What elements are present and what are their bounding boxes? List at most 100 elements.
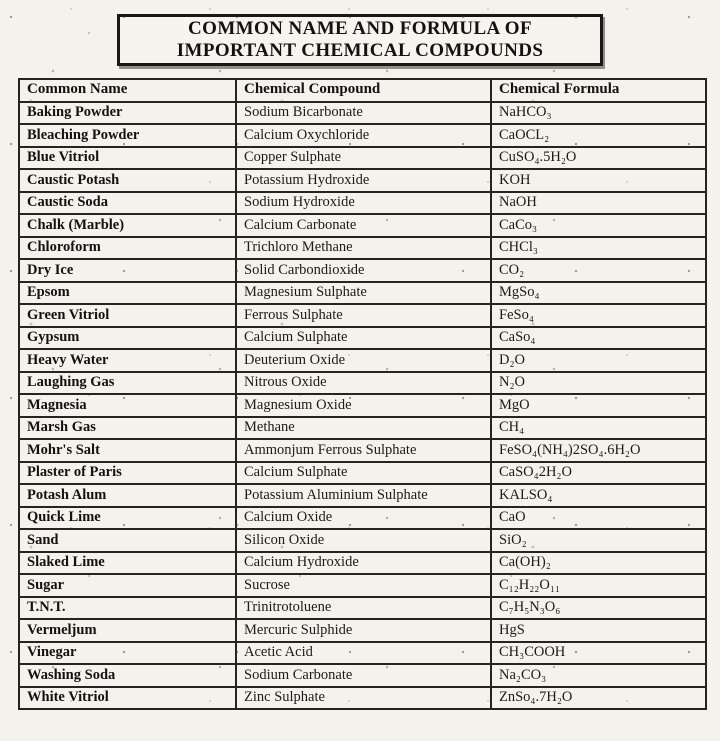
common-name-cell: Sand xyxy=(18,528,237,553)
header-chemical-compound: Chemical Compound xyxy=(235,78,492,103)
table-row: Chalk (Marble) Calcium Carbonate CaCo₃ xyxy=(18,213,707,238)
table-row: Green Vitriol Ferrous Sulphate FeSo₄ xyxy=(18,303,707,328)
chemical-compound-cell: Trinitrotoluene xyxy=(235,595,492,620)
table-row: Caustic Potash Potassium Hydroxide KOH xyxy=(18,168,707,193)
chemical-compound-cell: Calcium Oxychloride xyxy=(235,123,492,148)
chemical-formula-cell: KALSO₄ xyxy=(490,483,707,508)
chemical-compound-cell: Ferrous Sulphate xyxy=(235,303,492,328)
chemical-formula-cell: CH₄ xyxy=(490,415,707,440)
chemical-compound-cell: Calcium Carbonate xyxy=(235,213,492,238)
chemical-formula-cell: CaO xyxy=(490,505,707,530)
table-row: Plaster of Paris Calcium Sulphate CaSO₄2… xyxy=(18,460,707,485)
common-name-cell: Green Vitriol xyxy=(18,303,237,328)
chemical-compound-cell: Trichloro Methane xyxy=(235,235,492,260)
common-name-cell: Mohr's Salt xyxy=(18,438,237,463)
table-row: Bleaching Powder Calcium Oxychloride CaO… xyxy=(18,123,707,148)
chemical-formula-cell: CaSo₄ xyxy=(490,325,707,350)
common-name-cell: Potash Alum xyxy=(18,483,237,508)
table-body: Baking Powder Sodium Bicarbonate NaHCO₃ … xyxy=(18,100,707,710)
chemical-compound-cell: Ammonjum Ferrous Sulphate xyxy=(235,438,492,463)
table-row: Vinegar Acetic Acid CH₃COOH xyxy=(18,640,707,665)
table-row: Washing Soda Sodium Carbonate Na₂CO₃ xyxy=(18,663,707,688)
common-name-cell: Washing Soda xyxy=(18,663,237,688)
chemical-compound-cell: Magnesium Sulphate xyxy=(235,280,492,305)
common-name-cell: Vinegar xyxy=(18,640,237,665)
common-name-cell: Chloroform xyxy=(18,235,237,260)
chemical-compound-cell: Zinc Sulphate xyxy=(235,685,492,710)
chemical-compound-cell: Calcium Sulphate xyxy=(235,325,492,350)
chemical-formula-cell: D₂O xyxy=(490,348,707,373)
chemical-formula-cell: CO₂ xyxy=(490,258,707,283)
chemical-compound-cell: Calcium Sulphate xyxy=(235,460,492,485)
common-name-cell: White Vitriol xyxy=(18,685,237,710)
table-row: White Vitriol Zinc Sulphate ZnSo₄.7H₂O xyxy=(18,685,707,710)
common-name-cell: Vermeljum xyxy=(18,618,237,643)
table-row: Epsom Magnesium Sulphate MgSo₄ xyxy=(18,280,707,305)
chemical-formula-cell: MgSo₄ xyxy=(490,280,707,305)
common-name-cell: Dry Ice xyxy=(18,258,237,283)
table-row: Baking Powder Sodium Bicarbonate NaHCO₃ xyxy=(18,100,707,125)
chemical-formula-cell: C₁₂H₂₂O₁₁ xyxy=(490,573,707,598)
common-name-cell: Quick Lime xyxy=(18,505,237,530)
common-name-cell: Chalk (Marble) xyxy=(18,213,237,238)
chemical-formula-cell: ZnSo₄.7H₂O xyxy=(490,685,707,710)
chemical-formula-cell: CaSO₄2H₂O xyxy=(490,460,707,485)
chemical-compound-cell: Copper Sulphate xyxy=(235,145,492,170)
table-row: Gypsum Calcium Sulphate CaSo₄ xyxy=(18,325,707,350)
table-row: Blue Vitriol Copper Sulphate CuSO₄.5H₂O xyxy=(18,145,707,170)
common-name-cell: Caustic Soda xyxy=(18,190,237,215)
chemical-formula-cell: CHCl₃ xyxy=(490,235,707,260)
common-name-cell: Plaster of Paris xyxy=(18,460,237,485)
chemical-compound-cell: Potassium Aluminium Sulphate xyxy=(235,483,492,508)
common-name-cell: Magnesia xyxy=(18,393,237,418)
chemical-formula-cell: KOH xyxy=(490,168,707,193)
chemical-compound-cell: Calcium Oxide xyxy=(235,505,492,530)
chemical-compound-cell: Solid Carbondioxide xyxy=(235,258,492,283)
table-row: Sugar Sucrose C₁₂H₂₂O₁₁ xyxy=(18,573,707,598)
common-name-cell: Caustic Potash xyxy=(18,168,237,193)
common-name-cell: Slaked Lime xyxy=(18,550,237,575)
chemical-formula-cell: Na₂CO₃ xyxy=(490,663,707,688)
chemical-compound-cell: Potassium Hydroxide xyxy=(235,168,492,193)
table-row: Heavy Water Deuterium Oxide D₂O xyxy=(18,348,707,373)
table-row: Magnesia Magnesium Oxide MgO xyxy=(18,393,707,418)
chemical-compound-cell: Nitrous Oxide xyxy=(235,370,492,395)
table-row: Dry Ice Solid Carbondioxide CO₂ xyxy=(18,258,707,283)
chemical-compound-cell: Sodium Carbonate xyxy=(235,663,492,688)
chemical-formula-cell: Ca(OH)₂ xyxy=(490,550,707,575)
chemical-compound-cell: Magnesium Oxide xyxy=(235,393,492,418)
table-row: Chloroform Trichloro Methane CHCl₃ xyxy=(18,235,707,260)
chemical-compound-cell: Sucrose xyxy=(235,573,492,598)
chemical-formula-cell: NaHCO₃ xyxy=(490,100,707,125)
chemical-formula-cell: FeSo₄ xyxy=(490,303,707,328)
chemical-formula-cell: C₇H₅N₃O₆ xyxy=(490,595,707,620)
header-common-name: Common Name xyxy=(18,78,237,103)
chemical-compound-cell: Deuterium Oxide xyxy=(235,348,492,373)
chemical-formula-cell: MgO xyxy=(490,393,707,418)
compounds-table: Common Name Chemical Compound Chemical F… xyxy=(18,78,707,710)
page-title-line-1: COMMON NAME AND FORMULA OF xyxy=(188,18,532,39)
common-name-cell: Baking Powder xyxy=(18,100,237,125)
table-row: Quick Lime Calcium Oxide CaO xyxy=(18,505,707,530)
common-name-cell: Gypsum xyxy=(18,325,237,350)
table-row: Sand Silicon Oxide SiO₂ xyxy=(18,528,707,553)
table-row: Marsh Gas Methane CH₄ xyxy=(18,415,707,440)
chemical-compound-cell: Acetic Acid xyxy=(235,640,492,665)
chemical-formula-cell: FeSO₄(NH₄)2SO₄.6H₂O xyxy=(490,438,707,463)
chemical-compound-cell: Sodium Bicarbonate xyxy=(235,100,492,125)
table-row: T.N.T. Trinitrotoluene C₇H₅N₃O₆ xyxy=(18,595,707,620)
title-box: COMMON NAME AND FORMULA OF IMPORTANT CHE… xyxy=(117,14,603,66)
common-name-cell: Epsom xyxy=(18,280,237,305)
chemical-formula-cell: CaOCL₂ xyxy=(490,123,707,148)
chemical-compound-cell: Sodium Hydroxide xyxy=(235,190,492,215)
table-row: Mohr's Salt Ammonjum Ferrous Sulphate Fe… xyxy=(18,438,707,463)
compounds-table-container: Common Name Chemical Compound Chemical F… xyxy=(18,78,707,710)
common-name-cell: Laughing Gas xyxy=(18,370,237,395)
common-name-cell: Sugar xyxy=(18,573,237,598)
page-title-line-2: IMPORTANT CHEMICAL COMPOUNDS xyxy=(176,40,544,61)
table-row: Vermeljum Mercuric Sulphide HgS xyxy=(18,618,707,643)
table-row: Potash Alum Potassium Aluminium Sulphate… xyxy=(18,483,707,508)
chemical-compound-cell: Calcium Hydroxide xyxy=(235,550,492,575)
table-header: Common Name Chemical Compound Chemical F… xyxy=(18,78,707,103)
